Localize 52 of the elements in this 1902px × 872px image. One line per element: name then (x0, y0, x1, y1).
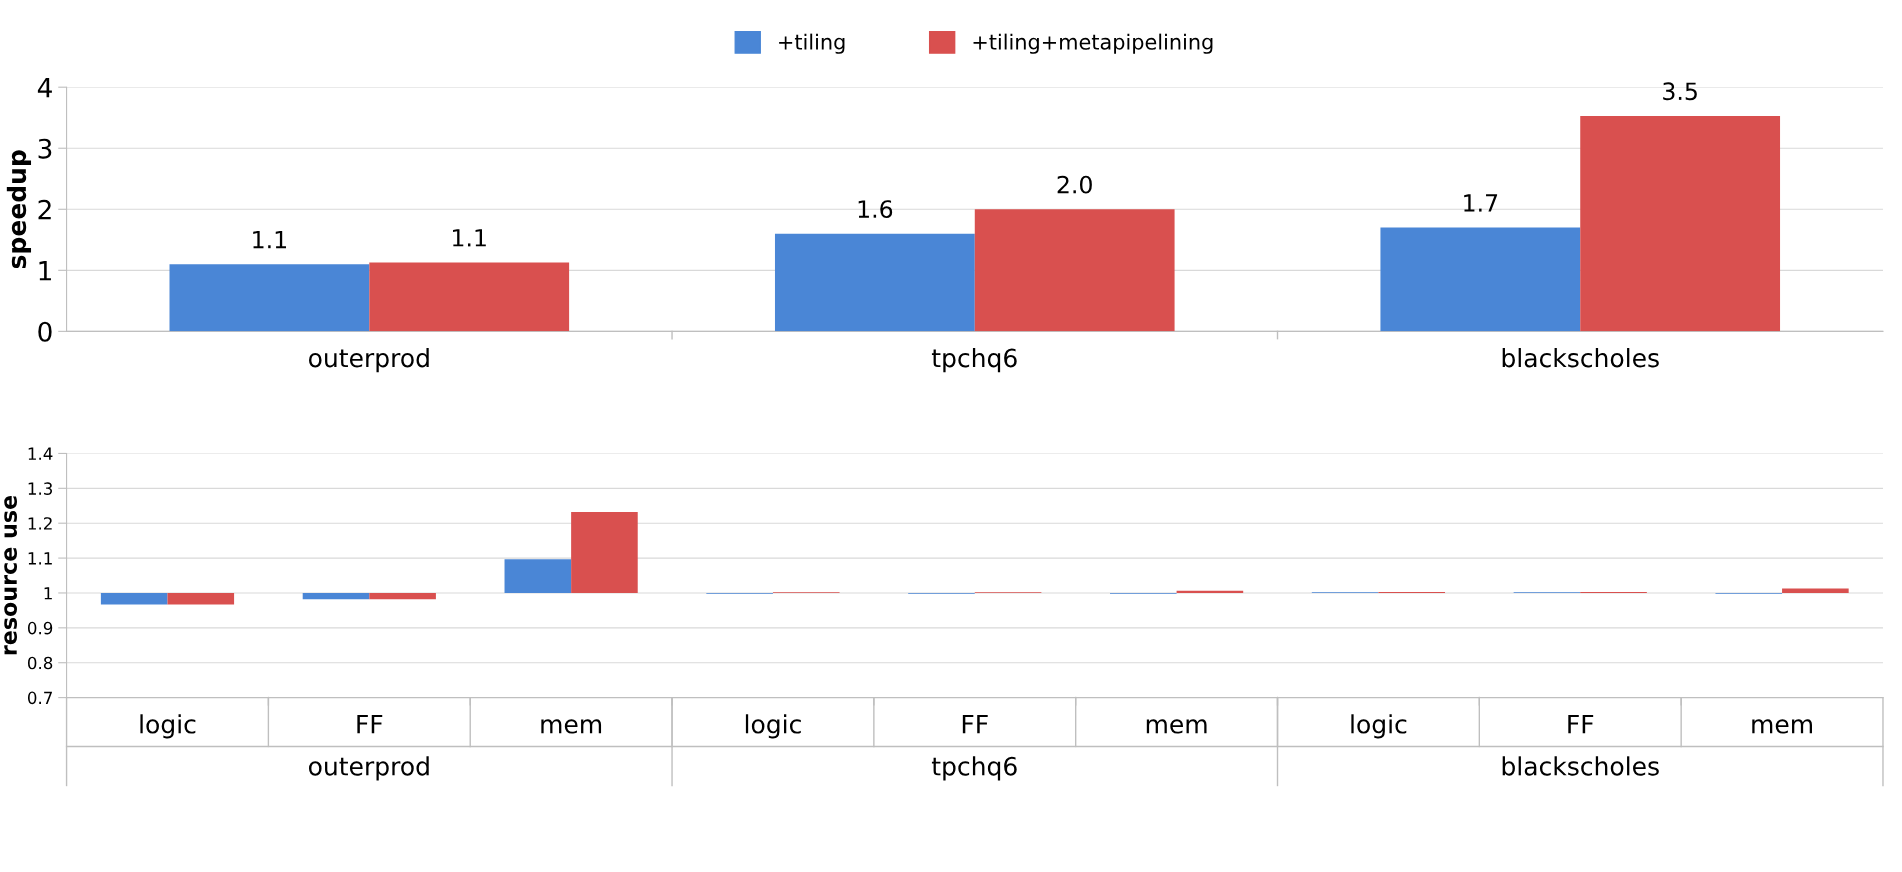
y-tick-label: 4 (37, 77, 52, 98)
data-label: 1.7 (1464, 194, 1498, 212)
bar (1380, 227, 1581, 332)
data-label: 1.6 (858, 200, 893, 219)
x-tick-label: logic (1351, 714, 1407, 739)
bar (1580, 115, 1781, 332)
x-tick-label: tpchq6 (931, 348, 1017, 373)
bar (167, 592, 235, 605)
x-tick-label: FF (1568, 715, 1594, 734)
bar (302, 592, 370, 600)
data-label: 2.0 (1057, 175, 1092, 194)
text: tpchq6 (931, 756, 1017, 781)
bar (1782, 588, 1849, 593)
text: outerprod (309, 756, 429, 781)
y-tick-label: 3 (38, 138, 52, 159)
legend-label: +tiling+metapipelining (973, 33, 1213, 54)
y-tick-label: 0.8 (27, 656, 53, 670)
y-tick-label: 0.7 (27, 691, 52, 705)
x-tick-label: mem (1752, 719, 1812, 734)
bar (504, 559, 572, 593)
bar (974, 209, 1175, 332)
x-tick-label: outerprod (309, 348, 429, 373)
y-tick-label: 2 (38, 199, 51, 220)
x-tick-label: mem (541, 719, 602, 734)
y-tick-label: 1.4 (28, 447, 53, 460)
y-tick-label: 1.1 (28, 552, 52, 565)
y-axis-title: resource use (4, 495, 18, 655)
x-tick-label: mem (1146, 719, 1207, 734)
y-tick-label: 1 (44, 587, 52, 600)
bar (369, 592, 436, 600)
y-tick-label: 0.9 (27, 621, 53, 635)
y-tick-label: 0 (38, 321, 52, 342)
bar (571, 512, 638, 593)
data-label: 1.1 (453, 229, 486, 247)
x-tick-label: FF (962, 715, 988, 734)
x-tick-label: logic (745, 714, 801, 739)
y-tick-label: 1.3 (28, 482, 53, 495)
bar (169, 264, 370, 332)
x-tick-label: logic (140, 714, 196, 739)
text: blackscholes (1502, 756, 1659, 776)
x-tick-label: blackscholes (1502, 348, 1659, 368)
bar (774, 233, 975, 332)
bar (369, 262, 570, 332)
bar (100, 592, 168, 605)
legend-label: +tiling (779, 33, 845, 54)
y-tick-label: 1.2 (28, 517, 52, 530)
data-label: 3.5 (1663, 82, 1697, 101)
y-tick-label: 1 (39, 261, 51, 281)
y-axis-title: speedup (6, 150, 32, 269)
x-tick-label: FF (357, 715, 383, 734)
bar (1176, 590, 1244, 593)
data-label: 1.1 (253, 230, 286, 249)
